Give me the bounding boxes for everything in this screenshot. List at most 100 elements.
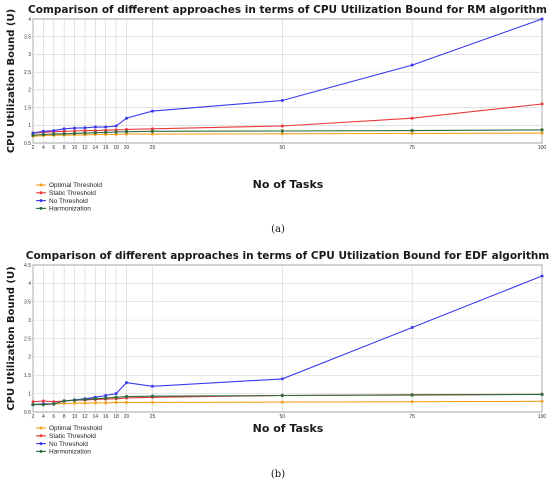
data-point — [62, 399, 66, 403]
data-point — [540, 17, 544, 21]
legend-item: No Threshold — [36, 441, 88, 448]
legend-marker — [39, 434, 43, 438]
data-point — [72, 131, 77, 136]
x-tick-label: 8 — [63, 145, 66, 151]
data-point — [104, 393, 108, 397]
data-point — [73, 126, 77, 130]
legend-item: Static Threshold — [36, 433, 96, 440]
x-tick-label: 10 — [72, 145, 78, 151]
data-point — [62, 402, 66, 406]
data-point — [62, 127, 66, 131]
x-tick-label: 100 — [538, 145, 547, 151]
x-tick-label: 75 — [409, 145, 415, 151]
data-point — [93, 130, 98, 135]
legend-item: Static Threshold — [36, 190, 96, 197]
data-point — [93, 401, 97, 405]
series-harmonization — [31, 392, 544, 407]
data-point — [150, 132, 154, 136]
legend-marker — [39, 449, 43, 453]
legend-label: Optimal Threshold — [49, 425, 102, 432]
figure-caption: (b) — [271, 469, 285, 480]
data-point — [124, 132, 128, 136]
y-tick-label: 2.5 — [24, 336, 31, 342]
data-point — [540, 128, 544, 132]
series-line — [32, 103, 543, 134]
data-point — [93, 396, 98, 401]
series-line — [33, 393, 543, 406]
legend-label: Harmonization — [49, 449, 91, 456]
data-point — [31, 131, 35, 135]
x-tick-label: 4 — [42, 414, 45, 420]
y-tick-label: 4.5 — [24, 263, 31, 269]
legend-item: Harmonization — [36, 206, 91, 213]
data-point — [114, 124, 118, 128]
data-point — [41, 129, 45, 133]
data-point — [124, 400, 128, 404]
x-tick-label: 10 — [72, 414, 78, 420]
data-point — [83, 131, 87, 135]
x-tick-label: 16 — [103, 414, 109, 420]
data-point — [104, 125, 108, 129]
data-point — [104, 132, 108, 136]
data-point — [540, 399, 544, 403]
x-tick-label: 2 — [32, 414, 35, 420]
x-axis-label: No of Tasks — [253, 178, 324, 191]
data-point — [114, 400, 118, 404]
legend-item: No Threshold — [36, 198, 88, 205]
data-point — [150, 384, 154, 388]
x-axis-label: No of Tasks — [253, 422, 324, 435]
figure-caption: (a) — [271, 224, 285, 235]
series-line — [32, 132, 543, 137]
data-point — [114, 392, 118, 396]
data-point — [52, 400, 56, 404]
y-tick-label: 2 — [28, 88, 31, 94]
x-tick-label: 6 — [52, 414, 55, 420]
data-point — [114, 130, 118, 134]
data-point — [93, 125, 97, 129]
data-point — [124, 381, 128, 385]
y-tick-label: 3 — [28, 318, 31, 324]
x-tick-label: 20 — [124, 414, 130, 420]
data-point — [114, 132, 118, 136]
y-tick-label: 1.5 — [24, 105, 31, 111]
legend-label: Static Threshold — [49, 433, 96, 440]
data-point — [540, 274, 544, 278]
data-point — [150, 109, 154, 113]
data-point — [410, 63, 414, 67]
y-tick-label: 0.5 — [24, 410, 31, 416]
data-point — [540, 102, 544, 106]
chart-a: Comparison of different approaches in te… — [6, 4, 547, 235]
data-point — [124, 394, 129, 399]
data-point — [150, 394, 155, 398]
chart-title: Comparison of different approaches in te… — [28, 4, 547, 16]
legend-marker — [39, 199, 43, 203]
x-tick-label: 18 — [113, 145, 119, 151]
data-point — [103, 130, 108, 135]
data-point — [410, 131, 414, 135]
y-tick-label: 4 — [28, 281, 31, 287]
data-point — [31, 402, 35, 407]
data-point — [540, 131, 544, 135]
y-tick-label: 3 — [28, 52, 31, 58]
y-tick-label: 4 — [28, 17, 31, 23]
x-tick-label: 25 — [150, 414, 156, 420]
legend-item: Optimal Threshold — [36, 425, 102, 432]
data-point — [410, 128, 414, 133]
data-point — [51, 402, 56, 406]
data-point — [52, 129, 56, 133]
plot-area — [32, 18, 543, 144]
chart-b: Comparison of different approaches in te… — [6, 250, 549, 480]
y-tick-label: 1 — [28, 391, 31, 397]
chart-title: Comparison of different approaches in te… — [26, 250, 550, 262]
data-point — [280, 377, 284, 381]
data-point — [62, 129, 66, 133]
x-tick-label: 25 — [150, 145, 156, 151]
legend-marker — [39, 206, 43, 210]
data-point — [124, 128, 128, 132]
data-point — [150, 129, 155, 134]
x-tick-label: 75 — [409, 414, 415, 420]
data-point — [103, 396, 108, 400]
x-tick-label: 100 — [538, 414, 547, 420]
